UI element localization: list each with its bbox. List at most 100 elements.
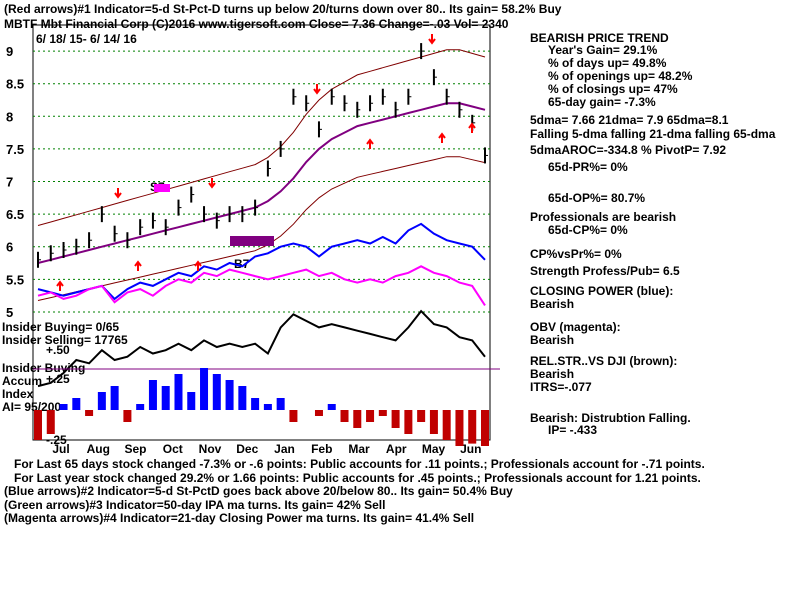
signal-arrow (313, 84, 321, 95)
accum-bar (289, 410, 298, 422)
accum-bar (417, 410, 426, 422)
accum-bar (148, 380, 157, 410)
accum-bar (200, 368, 209, 410)
accum-bar (251, 398, 260, 410)
obv-line (37, 265, 486, 306)
accum-bar (366, 410, 375, 422)
stats-line: 65d-CP%= 0% (548, 223, 628, 237)
signal-arrow (468, 122, 476, 133)
accum-bar (378, 410, 387, 416)
indicator-label: +.50 (46, 343, 70, 357)
b7-marker (230, 236, 274, 246)
accum-bar (34, 410, 42, 440)
stats-line: 65-day gain= -7.3% (548, 95, 656, 109)
accum-bar (340, 410, 349, 422)
accum-bar (161, 386, 170, 410)
stats-line: OBV (magenta): (530, 320, 621, 334)
accum-bar (136, 404, 145, 410)
x-tick-label: Mar (348, 442, 370, 456)
footer-line: (Green arrows)#3 Indicator=50-day IPA ma… (4, 497, 386, 512)
signal-arrow (428, 34, 436, 45)
accum-bar (481, 410, 489, 446)
signal-arrow (56, 280, 64, 291)
accum-bar (46, 410, 55, 434)
x-tick-label: Jul (52, 442, 69, 456)
y-tick-label: 5 (6, 305, 13, 320)
chart-frame (32, 24, 491, 441)
date-range: 6/ 18/ 15- 6/ 14/ 16 (36, 32, 137, 46)
accum-bar (238, 386, 247, 410)
stats-line: % of openings up= 48.2% (548, 69, 693, 83)
x-tick-label: May (422, 442, 446, 456)
x-tick-label: Oct (163, 442, 183, 456)
header-line-1: (Red arrows)#1 Indicator=5-d St-Pct-D tu… (4, 2, 562, 16)
stats-line: Falling 5-dma falling 21-dma falling 65-… (530, 127, 776, 141)
accum-bar (429, 410, 438, 434)
accum-bar (468, 410, 477, 444)
indicator-label: Insider Buying= 0/65 (2, 320, 120, 334)
accum-bar (59, 404, 68, 410)
accum-bar (174, 374, 183, 410)
stats-line: 5dmaAROC=-334.8 % PivotP= 7.92 (530, 143, 727, 157)
stats-line: Strength Profess/Pub= 6.5 (530, 264, 680, 278)
closing-power-line (37, 222, 486, 301)
ma65-line (37, 102, 486, 264)
lower-band (37, 156, 486, 301)
footer-line: (Blue arrows)#2 Indicator=5-d St-PctD go… (4, 484, 513, 498)
y-tick-label: 7 (6, 175, 13, 190)
accum-bar (187, 392, 196, 410)
y-tick-label: 8 (6, 109, 13, 124)
accum-bar (404, 410, 413, 434)
stats-line: 5dma= 7.66 21dma= 7.9 65dma=8.1 (530, 113, 729, 127)
signal-arrow (134, 260, 142, 271)
stats-line: Professionals are bearish (530, 210, 677, 224)
stats-line: Year's Gain= 29.1% (548, 43, 658, 57)
stats-line: % of closings up= 47% (548, 82, 678, 96)
accum-bar (225, 380, 234, 410)
indicator-label: Accum (2, 374, 43, 388)
signal-arrow (114, 188, 122, 199)
footer-line: (Magenta arrows)#4 Indicator=21-day Clos… (4, 511, 475, 525)
stats-line: Bearish: Distrubtion Falling. (530, 411, 691, 425)
footer-line: For Last year stock changed 29.2% or 1.6… (14, 470, 701, 485)
x-tick-label: Feb (311, 442, 332, 456)
footer-line: For Last 65 days stock changed -7.3% or … (14, 457, 705, 471)
y-tick-label: 8.5 (6, 77, 24, 92)
stats-line: ITRS=-.077 (530, 380, 592, 394)
stats-line: 65d-PR%= 0% (548, 160, 628, 174)
y-tick-label: 5.5 (6, 272, 24, 287)
stats-line: Bearish (530, 297, 575, 311)
s7-marker (154, 184, 170, 192)
stats-line: IP= -.433 (548, 423, 598, 437)
x-tick-label: Jan (274, 442, 295, 456)
signal-arrow (366, 138, 374, 149)
b7-label: B7 (234, 257, 250, 271)
accum-bar (353, 410, 362, 428)
accum-bar (212, 374, 221, 410)
upper-band (37, 49, 486, 226)
stats-line: Bearish (530, 333, 575, 347)
accum-bar (263, 404, 272, 410)
signal-arrow (208, 178, 216, 189)
relstr-line (37, 309, 486, 388)
y-tick-label: 9 (6, 44, 13, 59)
accum-bar (391, 410, 400, 428)
header-line-2: MBTF Mbt Financial Corp (C)2016 www.tige… (4, 17, 509, 31)
stats-line: % of days up= 49.8% (548, 56, 667, 70)
accum-bar (72, 398, 81, 410)
accum-bar (97, 392, 106, 410)
stats-line: REL.STR..VS DJI (brown): (530, 354, 678, 368)
x-tick-label: Aug (87, 442, 110, 456)
accum-bar (314, 410, 323, 416)
x-tick-label: Sep (124, 442, 146, 456)
signal-arrow (438, 132, 446, 143)
indicator-label: AI= 95/200 (2, 400, 62, 414)
stats-line: 65d-OP%= 80.7% (548, 191, 646, 205)
accum-bar (110, 386, 119, 410)
signal-arrow (194, 260, 202, 271)
stats-line: BEARISH PRICE TREND (530, 31, 669, 45)
accum-bar (85, 410, 94, 416)
stats-line: CLOSING POWER (blue): (530, 284, 674, 298)
x-tick-label: Jun (460, 442, 481, 456)
